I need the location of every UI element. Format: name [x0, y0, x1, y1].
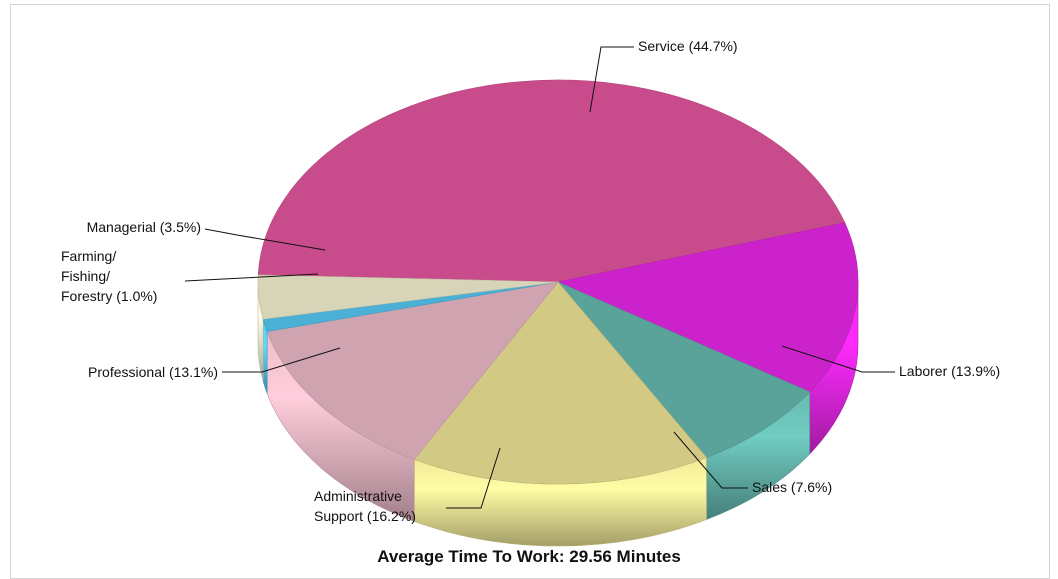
pie-slice-6: [257, 274, 559, 320]
slice-label-5-line-0: Farming/: [61, 248, 116, 264]
slice-label-3-line-0: Administrative: [314, 488, 402, 504]
slice-label-2: Sales (7.6%): [752, 479, 832, 495]
pie-slice-2: [557, 281, 811, 458]
leader-line-6: [204, 228, 326, 251]
leader-line-2: [673, 431, 748, 489]
slice-label-5-line-2: Forestry (1.0%): [61, 288, 157, 304]
slice-label-0: Service (44.7%): [638, 38, 738, 54]
leader-line-3: [446, 447, 501, 509]
slice-label-4: Professional (13.1%): [88, 364, 218, 380]
pie-slice-3: [413, 281, 708, 485]
leader-line-4: [222, 347, 341, 373]
leader-line-5: [184, 273, 319, 282]
pie-slice-1: [557, 222, 859, 393]
pie-slice-0: [257, 79, 846, 283]
slice-label-1: Laborer (13.9%): [899, 363, 1000, 379]
leader-line-1: [781, 345, 895, 373]
leader-line-0: [589, 46, 634, 113]
slice-label-3-line-1: Support (16.2%): [314, 508, 416, 524]
slice-label-6: Managerial (3.5%): [87, 219, 201, 235]
chart-title: Average Time To Work: 29.56 Minutes: [377, 547, 681, 566]
pie-slice-4: [266, 281, 559, 460]
slice-label-5-line-1: Fishing/: [61, 268, 110, 284]
